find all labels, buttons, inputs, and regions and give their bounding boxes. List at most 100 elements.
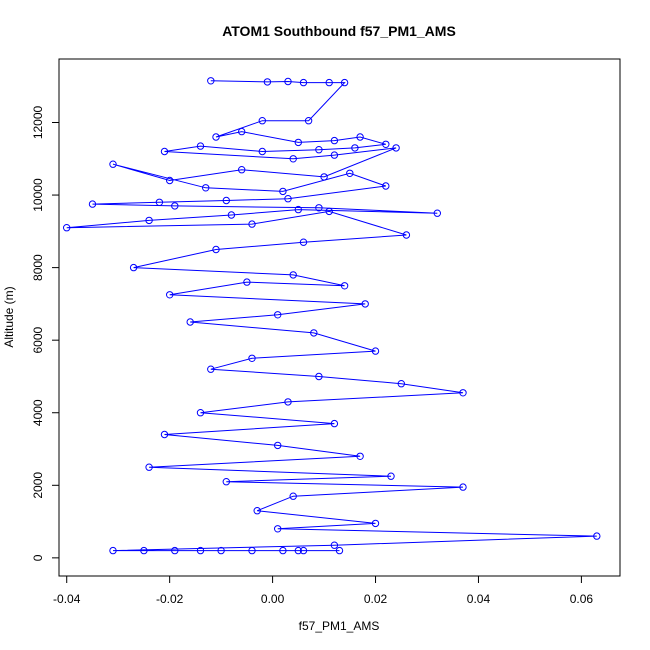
data-point xyxy=(346,169,354,178)
data-point xyxy=(222,196,231,205)
data-point xyxy=(212,245,220,254)
data-point xyxy=(433,209,441,217)
data-point xyxy=(279,187,287,196)
data-point xyxy=(340,282,349,290)
data-point xyxy=(274,525,282,533)
data-point xyxy=(155,198,164,207)
data-point xyxy=(299,78,308,87)
data-point xyxy=(330,136,339,145)
data-point xyxy=(382,182,390,190)
data-point xyxy=(166,176,174,185)
data-point xyxy=(330,541,339,549)
data-point xyxy=(62,224,71,232)
data-point xyxy=(166,291,174,299)
data-point xyxy=(289,492,297,500)
data-point xyxy=(392,144,400,152)
y-tick-label: 6000 xyxy=(31,327,45,354)
data-point xyxy=(351,144,359,152)
series-line xyxy=(66,80,597,552)
data-point xyxy=(459,389,467,397)
data-point xyxy=(402,231,411,239)
data-point xyxy=(289,155,297,163)
x-tick-label: -0.04 xyxy=(53,592,81,606)
data-series xyxy=(62,77,601,555)
data-point xyxy=(356,133,364,141)
data-point xyxy=(202,184,210,192)
data-point xyxy=(88,200,97,208)
data-point xyxy=(212,133,220,141)
data-point xyxy=(196,142,205,150)
data-point xyxy=(129,263,138,272)
x-axis: -0.04 -0.02 0.00 0.02 0.04 0.06 xyxy=(53,575,594,606)
y-axis-label: Altitude (m) xyxy=(2,286,16,347)
data-point xyxy=(196,409,205,417)
x-tick-label: 0.02 xyxy=(364,592,388,606)
data-point xyxy=(371,347,380,355)
data-point xyxy=(315,146,323,154)
data-point xyxy=(145,216,153,225)
data-point xyxy=(284,398,292,406)
x-tick-label: 0.04 xyxy=(467,592,491,606)
data-point xyxy=(258,117,266,125)
y-tick-label: 0 xyxy=(31,554,45,561)
data-point xyxy=(217,546,225,555)
data-point xyxy=(222,478,231,486)
data-point xyxy=(248,220,256,228)
data-point xyxy=(109,160,117,168)
y-tick-label: 4000 xyxy=(31,399,45,426)
data-point xyxy=(325,78,333,87)
data-point xyxy=(171,202,179,210)
data-point xyxy=(196,546,205,555)
plot-frame xyxy=(58,58,621,577)
data-point xyxy=(315,372,323,381)
y-axis: 0 2000 4000 6000 8000 10000 12000 xyxy=(31,105,60,561)
data-point xyxy=(320,173,328,181)
data-point xyxy=(325,207,333,216)
y-tick-label: 12000 xyxy=(31,105,45,139)
data-point xyxy=(330,419,339,428)
data-point xyxy=(593,532,601,540)
data-point xyxy=(171,546,179,555)
data-point xyxy=(258,147,266,156)
x-tick-label: -0.02 xyxy=(156,592,184,606)
y-tick-label: 8000 xyxy=(31,254,45,281)
y-tick-label: 10000 xyxy=(31,178,45,212)
data-point xyxy=(289,271,297,279)
data-point xyxy=(227,211,236,219)
data-point xyxy=(299,238,308,246)
data-point xyxy=(335,546,344,555)
data-point xyxy=(310,329,318,337)
data-point xyxy=(274,311,282,319)
data-point xyxy=(160,430,169,439)
data-point xyxy=(253,507,261,515)
data-point xyxy=(160,147,169,156)
data-point xyxy=(279,546,287,555)
data-point xyxy=(299,546,308,555)
data-point xyxy=(356,452,364,460)
data-point xyxy=(248,354,256,362)
data-point xyxy=(361,300,369,308)
data-point xyxy=(330,151,339,159)
data-point xyxy=(382,140,390,149)
data-point xyxy=(238,127,246,136)
data-point xyxy=(263,78,272,86)
x-axis-label: f57_PM1_AMS xyxy=(299,619,380,633)
data-point xyxy=(274,441,282,450)
x-tick-label: 0.00 xyxy=(261,592,285,606)
data-point xyxy=(145,463,153,471)
data-point xyxy=(186,318,194,326)
chart-title: ATOM1 Southbound f57_PM1_AMS xyxy=(222,23,456,39)
data-point xyxy=(371,519,380,528)
data-point xyxy=(284,195,292,203)
data-point xyxy=(397,380,405,388)
data-point xyxy=(304,117,313,125)
data-point xyxy=(238,166,246,174)
data-point xyxy=(284,77,292,86)
data-point xyxy=(340,78,349,87)
data-point xyxy=(243,278,251,286)
y-tick-label: 2000 xyxy=(31,472,45,499)
data-point xyxy=(140,546,148,555)
x-tick-label: 0.06 xyxy=(570,592,594,606)
data-point xyxy=(109,546,117,555)
